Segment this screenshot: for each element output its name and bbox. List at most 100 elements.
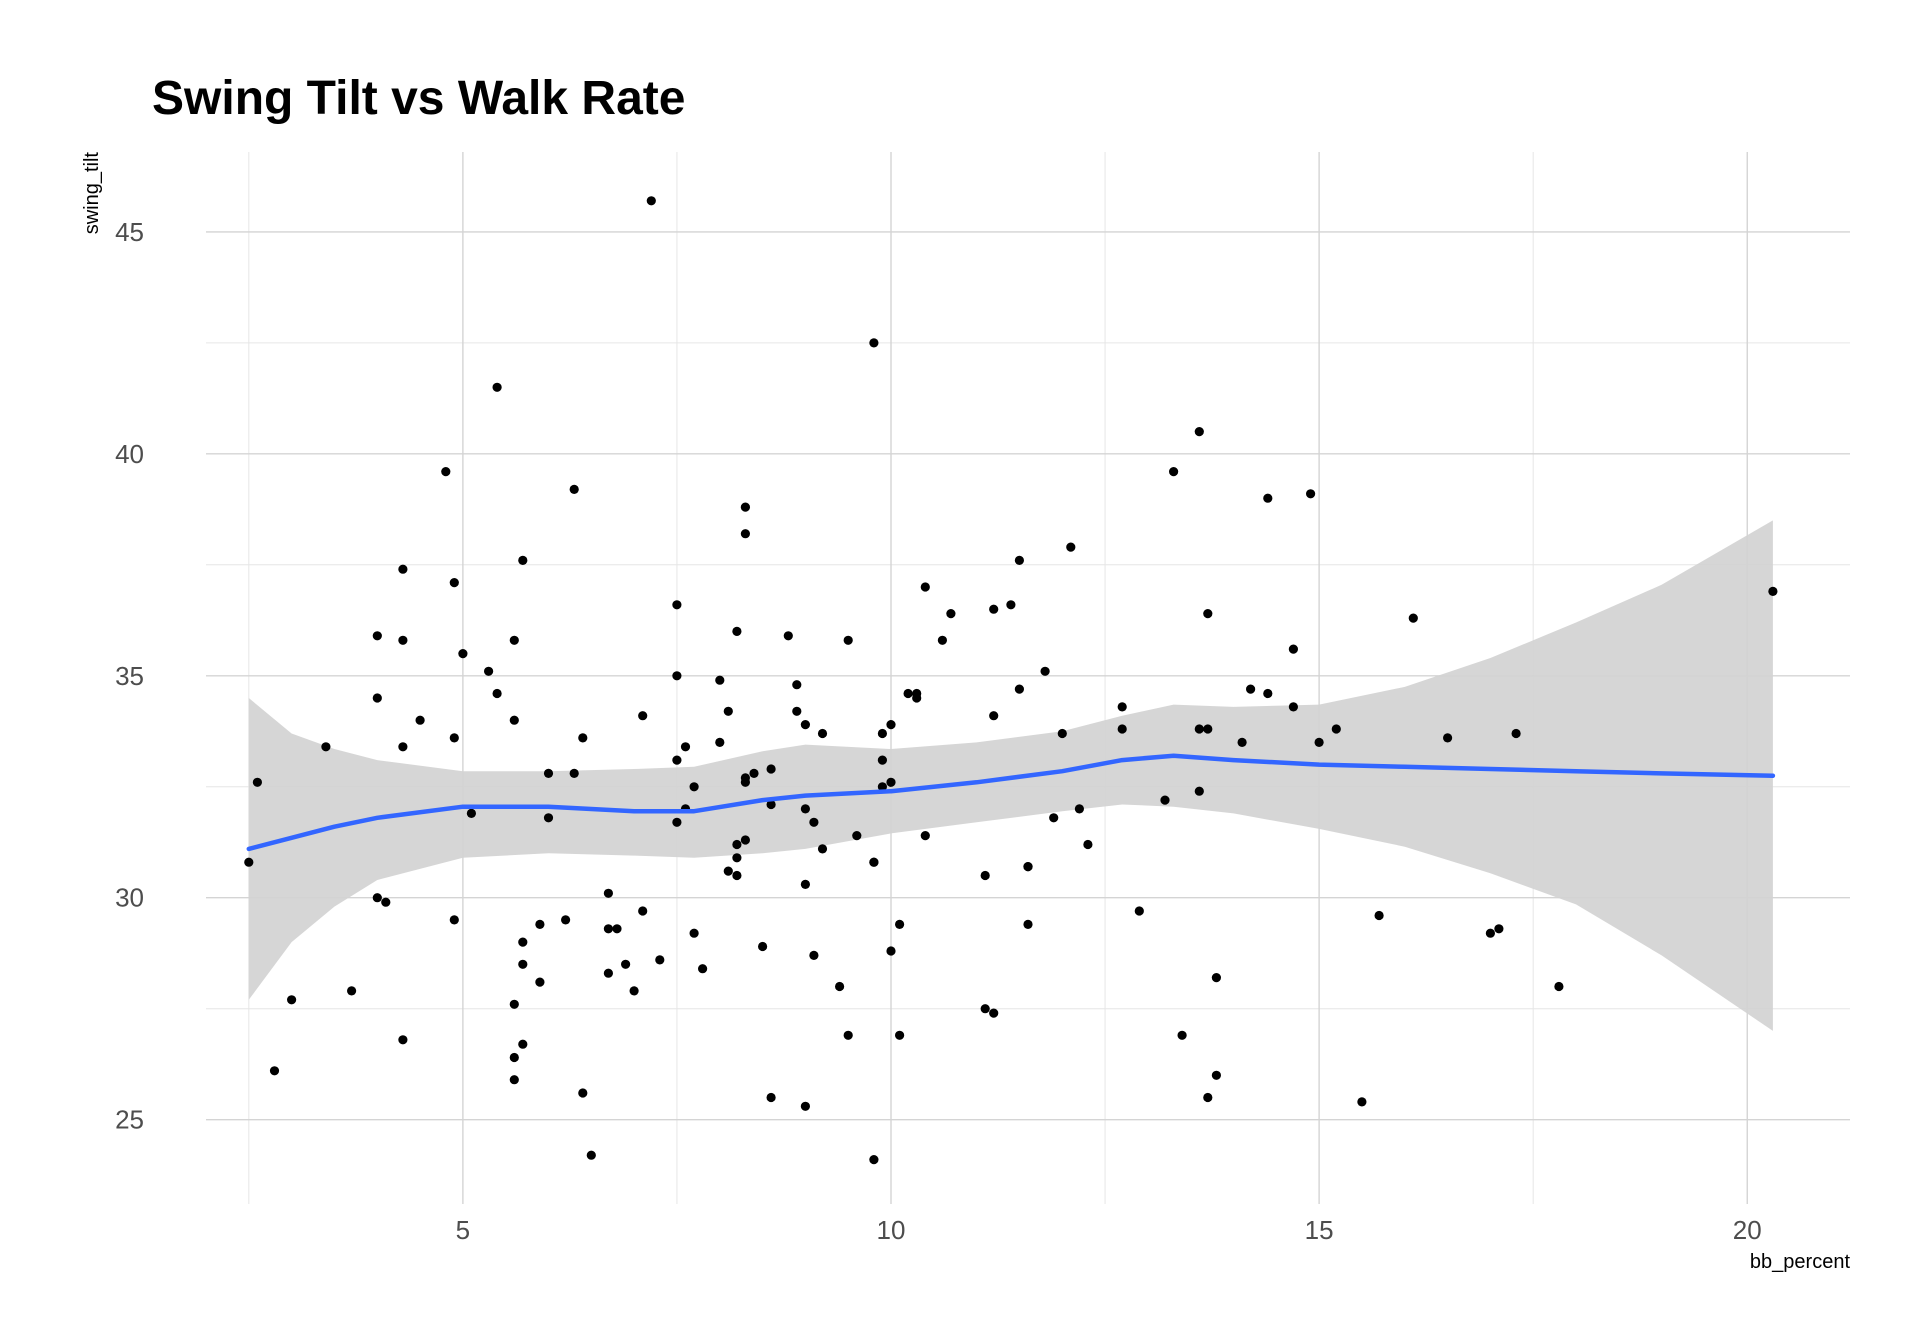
data-point xyxy=(1494,924,1504,934)
data-point xyxy=(723,866,733,876)
data-point xyxy=(398,635,408,645)
data-point xyxy=(817,728,828,739)
data-point xyxy=(492,382,502,392)
data-point xyxy=(1203,609,1213,619)
data-point xyxy=(749,768,759,779)
data-point xyxy=(543,768,554,779)
data-point xyxy=(466,808,476,819)
data-point xyxy=(800,720,811,730)
data-point xyxy=(569,768,579,779)
data-point xyxy=(484,666,494,676)
data-point xyxy=(1485,928,1495,938)
data-point xyxy=(621,959,631,969)
smooth-trend-line xyxy=(246,753,1776,852)
data-point xyxy=(869,857,879,867)
data-point xyxy=(398,564,408,574)
y-tick-label: 40 xyxy=(115,439,144,469)
data-point xyxy=(672,671,682,681)
data-point xyxy=(1511,728,1521,739)
data-point xyxy=(518,937,528,947)
data-point xyxy=(895,1030,905,1040)
data-point xyxy=(869,338,879,348)
data-point xyxy=(877,782,888,792)
data-point xyxy=(638,906,648,916)
data-point xyxy=(715,737,725,748)
data-point xyxy=(578,1088,588,1098)
data-point xyxy=(646,196,656,206)
data-point xyxy=(1211,1070,1221,1080)
data-point xyxy=(492,688,502,699)
data-point xyxy=(886,720,896,730)
data-point xyxy=(766,764,776,774)
data-point xyxy=(372,693,382,703)
data-point xyxy=(989,604,999,614)
x-axis-tick-labels: 5 10 15 20 xyxy=(456,1215,1762,1245)
data-point xyxy=(372,893,382,903)
data-point xyxy=(809,817,819,827)
data-point xyxy=(372,631,382,641)
data-point xyxy=(1194,427,1204,437)
data-point xyxy=(732,853,742,863)
data-point xyxy=(509,635,519,645)
y-axis-title: swing_tilt xyxy=(81,152,103,235)
data-point xyxy=(740,529,751,539)
data-point xyxy=(449,915,459,925)
data-point xyxy=(835,981,845,992)
data-point xyxy=(672,755,682,765)
data-point xyxy=(672,817,682,827)
data-point xyxy=(869,1155,879,1165)
data-point xyxy=(398,1035,408,1045)
data-point xyxy=(1263,688,1273,699)
data-point xyxy=(1066,542,1076,552)
data-point xyxy=(766,1092,776,1103)
data-point xyxy=(732,626,742,637)
data-point xyxy=(1306,489,1316,499)
data-point xyxy=(800,1101,811,1111)
data-point xyxy=(723,706,733,716)
data-point xyxy=(792,680,802,690)
data-point xyxy=(1314,737,1324,748)
data-point xyxy=(740,777,751,787)
data-point xyxy=(903,688,913,699)
data-point xyxy=(1357,1097,1367,1107)
data-point xyxy=(244,857,254,867)
data-point xyxy=(603,888,614,898)
data-point xyxy=(1211,973,1221,983)
data-point xyxy=(672,600,682,610)
data-point xyxy=(1006,600,1016,610)
data-point xyxy=(603,968,614,978)
x-axis-title: bb_percent xyxy=(1750,1251,1851,1273)
data-point xyxy=(543,813,554,823)
data-point xyxy=(1443,733,1453,743)
data-point xyxy=(852,831,862,841)
data-point xyxy=(603,924,614,934)
data-point xyxy=(1408,613,1418,623)
data-point xyxy=(1374,910,1384,921)
data-point xyxy=(586,1150,596,1160)
data-point xyxy=(732,839,742,850)
data-point xyxy=(912,693,922,703)
data-point xyxy=(740,502,751,512)
data-point xyxy=(1246,684,1256,694)
data-point xyxy=(569,484,579,494)
data-point xyxy=(740,835,751,845)
data-point xyxy=(937,635,948,645)
data-point xyxy=(1014,555,1024,566)
data-point xyxy=(1177,1030,1187,1040)
data-point xyxy=(1331,724,1341,734)
y-tick-label: 45 xyxy=(115,217,144,247)
data-point xyxy=(629,986,639,996)
data-point xyxy=(347,986,357,996)
data-point xyxy=(689,928,699,938)
data-point xyxy=(1057,728,1067,739)
data-point xyxy=(1203,1092,1213,1103)
data-point xyxy=(1074,804,1084,814)
data-point xyxy=(518,959,528,969)
data-point xyxy=(1203,724,1213,734)
data-point xyxy=(792,706,802,716)
data-point xyxy=(1554,981,1564,992)
data-point xyxy=(895,919,905,930)
data-point xyxy=(1040,666,1050,676)
data-point xyxy=(269,1066,280,1076)
data-point xyxy=(449,578,459,588)
